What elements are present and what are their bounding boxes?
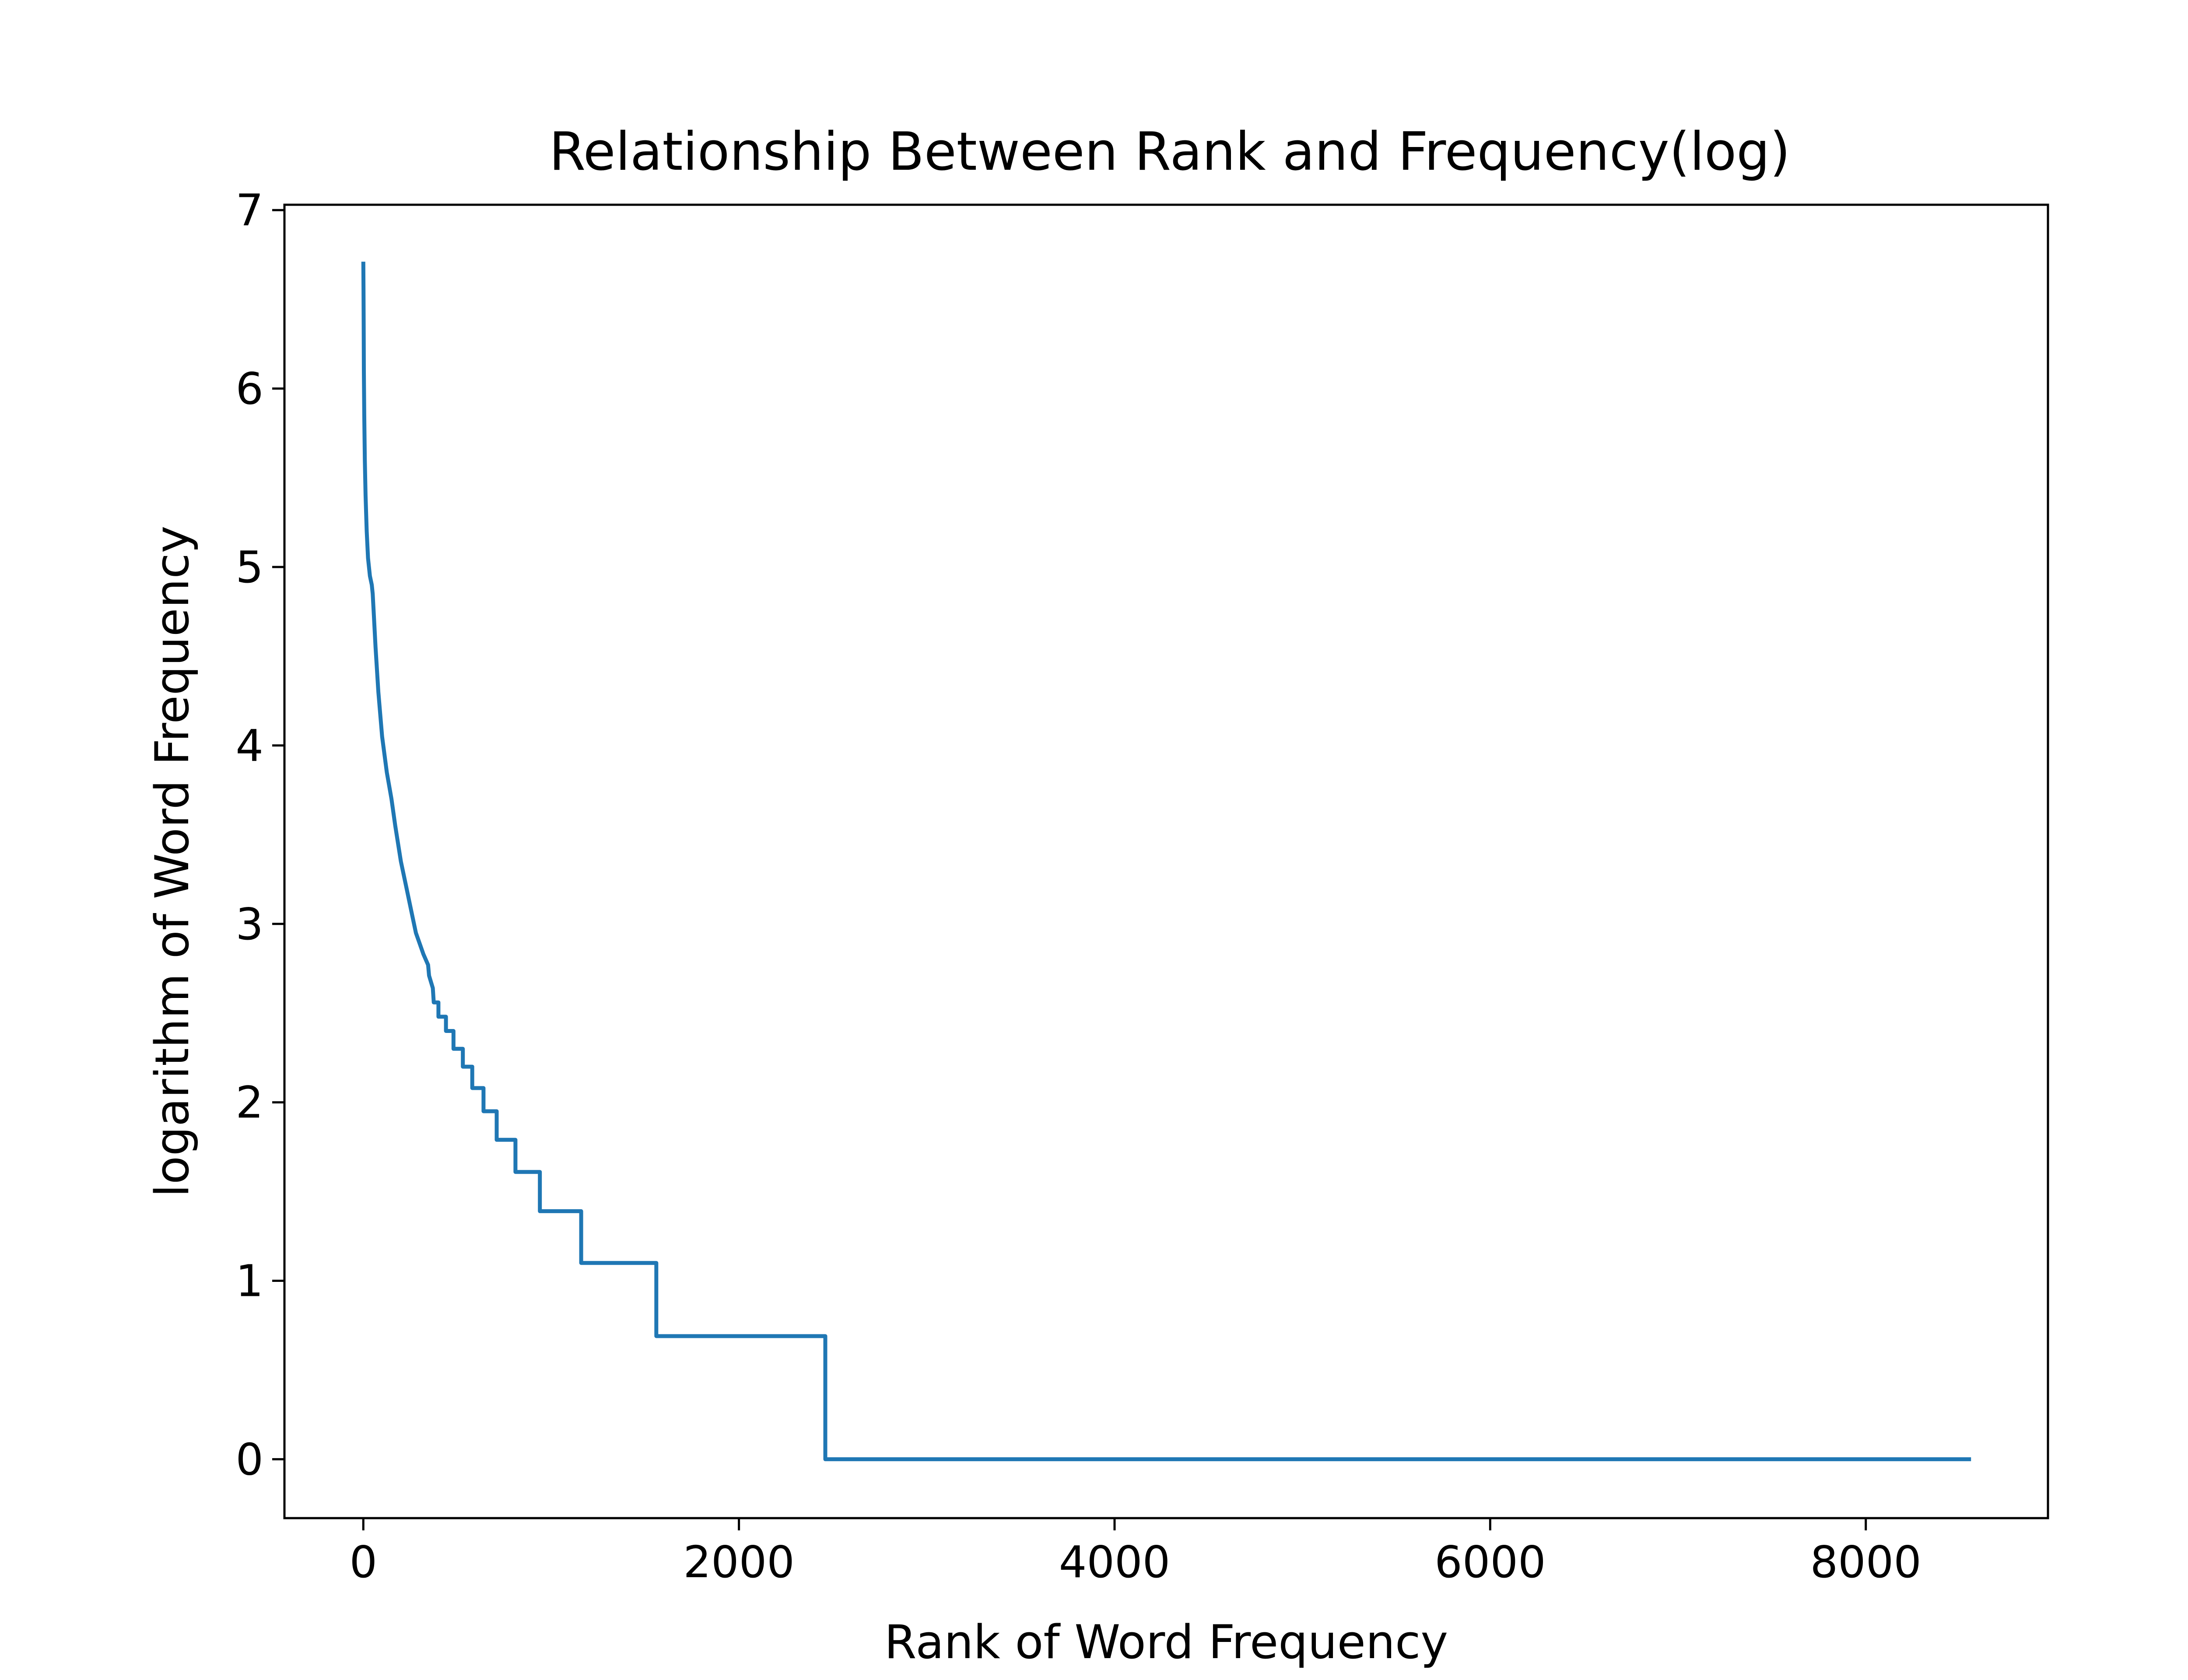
x-tick-label: 6000	[1434, 1536, 1546, 1588]
y-tick-label: 5	[235, 542, 263, 593]
x-tick-label: 8000	[1810, 1536, 1922, 1588]
y-tick-label: 6	[235, 363, 263, 414]
y-tick-label: 4	[235, 720, 263, 771]
y-tick-label: 3	[235, 899, 263, 950]
plot-area	[361, 262, 1971, 1461]
x-tick-label: 0	[349, 1536, 377, 1588]
x-tick-label: 2000	[683, 1536, 795, 1588]
x-axis-label: Rank of Word Frequency	[884, 1615, 1448, 1669]
y-axis: 0 1 2 3 4 5 6 7	[235, 185, 284, 1485]
axes-frame	[283, 203, 2049, 1519]
series-line	[361, 262, 1971, 1461]
y-tick-label: 2	[235, 1077, 263, 1128]
chart-title: Relationship Between Rank and Frequency(…	[549, 122, 1790, 182]
y-tick-label: 7	[235, 185, 263, 236]
y-tick-label: 0	[235, 1434, 263, 1485]
y-axis-label: logarithm of Word Frequency	[145, 526, 199, 1197]
x-axis: 0 2000 4000 6000 8000	[349, 1518, 1922, 1588]
x-tick-label: 4000	[1059, 1536, 1171, 1588]
y-tick-label: 1	[235, 1256, 263, 1307]
